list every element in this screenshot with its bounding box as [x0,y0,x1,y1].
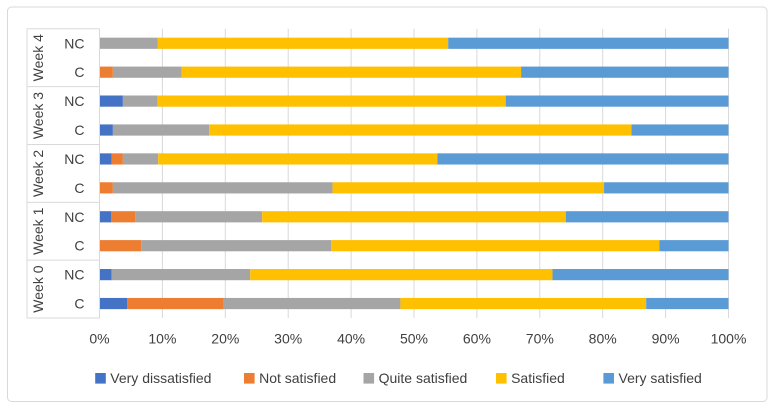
svg-text:Week 4: Week 4 [30,34,46,81]
svg-text:60%: 60% [463,331,491,347]
svg-text:Very dissatisfied: Very dissatisfied [110,370,211,386]
svg-text:Week 0: Week 0 [30,265,46,312]
svg-text:Quite satisfied: Quite satisfied [379,370,468,386]
svg-text:C: C [74,296,84,312]
svg-text:80%: 80% [589,331,617,347]
svg-text:100%: 100% [711,331,747,347]
svg-text:40%: 40% [337,331,365,347]
svg-text:NC: NC [64,267,84,283]
svg-text:Satisfied: Satisfied [511,370,565,386]
svg-text:C: C [74,64,84,80]
svg-text:Not satisfied: Not satisfied [259,370,336,386]
svg-text:NC: NC [64,151,84,167]
svg-text:10%: 10% [148,331,176,347]
svg-text:C: C [74,180,84,196]
svg-text:30%: 30% [274,331,302,347]
svg-text:20%: 20% [211,331,239,347]
svg-text:C: C [74,122,84,138]
svg-text:Week 3: Week 3 [30,92,46,139]
svg-text:NC: NC [64,209,84,225]
svg-text:C: C [74,238,84,254]
svg-text:50%: 50% [400,331,428,347]
svg-text:90%: 90% [652,331,680,347]
svg-text:NC: NC [64,93,84,109]
svg-text:Week 2: Week 2 [30,150,46,197]
svg-text:Week 1: Week 1 [30,207,46,254]
svg-text:0%: 0% [89,331,109,347]
svg-text:70%: 70% [526,331,554,347]
svg-text:Very satisfied: Very satisfied [619,370,702,386]
svg-text:NC: NC [64,35,84,51]
